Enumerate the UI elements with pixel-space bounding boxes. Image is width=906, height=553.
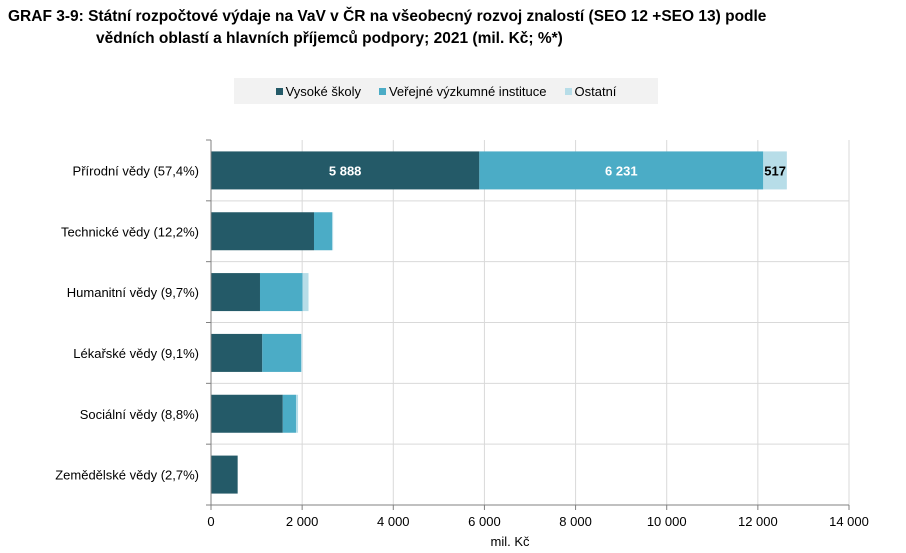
- x-tick-label: 14 000: [829, 514, 869, 529]
- bar-segment: [295, 394, 299, 433]
- legend-swatch: [564, 87, 572, 95]
- category-label: Technické vědy (12,2%): [61, 224, 199, 239]
- bar-segment: [331, 212, 334, 251]
- bar-segment: [301, 333, 303, 372]
- legend-item: Vysoké školy: [275, 83, 361, 99]
- data-label: 517: [764, 163, 786, 178]
- x-tick-label: 0: [207, 514, 214, 529]
- bar-segment: [313, 212, 332, 251]
- category-label: Přírodní vědy (57,4%): [73, 163, 199, 178]
- chart-title: GRAF 3-9: Státní rozpočtové výdaje na Va…: [8, 6, 766, 50]
- bar-segment: [763, 151, 787, 190]
- x-tick-label: 2 000: [286, 514, 319, 529]
- category-label: Lékařské vědy (9,1%): [73, 346, 199, 361]
- chart-title-line1: GRAF 3-9: Státní rozpočtové výdaje na Va…: [8, 8, 767, 25]
- bar-segment: [211, 394, 283, 433]
- bar-segment: [211, 455, 238, 494]
- chart-title-line2: vědních oblastí a hlavních příjemců podp…: [96, 30, 563, 47]
- legend-item: Ostatní: [564, 83, 617, 99]
- legend: Vysoké školy Veřejné výzkumné instituce Os…: [234, 78, 658, 104]
- x-axis-title: mil. Kč: [491, 534, 531, 549]
- bar-segment: [282, 394, 296, 433]
- category-label: Sociální vědy (8,8%): [80, 407, 199, 422]
- x-tick-label: 12 000: [738, 514, 778, 529]
- data-label: 5 888: [329, 163, 362, 178]
- x-tick-label: 4 000: [377, 514, 410, 529]
- x-tick-label: 10 000: [647, 514, 687, 529]
- x-tick-label: 8 000: [559, 514, 592, 529]
- bar-segment: [211, 212, 314, 251]
- legend-swatch: [275, 87, 283, 95]
- legend-label: Veřejné výzkumné instituce: [388, 83, 547, 99]
- bar-segment: [479, 151, 764, 190]
- category-label: Zemědělské vědy (2,7%): [55, 468, 199, 483]
- bar-segment: [262, 333, 302, 372]
- category-label: Humanitní vědy (9,7%): [67, 285, 199, 300]
- bar-segment: [211, 151, 480, 190]
- legend-item: Veřejné výzkumné instituce: [378, 83, 547, 99]
- bar-segment: [302, 273, 309, 312]
- legend-label: Ostatní: [574, 83, 617, 99]
- legend-swatch: [378, 87, 386, 95]
- bar-segment: [259, 273, 303, 312]
- data-label: 6 231: [605, 163, 638, 178]
- bar-segment: [211, 273, 260, 312]
- x-tick-label: 6 000: [468, 514, 501, 529]
- bar-segment: [211, 333, 263, 372]
- legend-label: Vysoké školy: [285, 83, 361, 99]
